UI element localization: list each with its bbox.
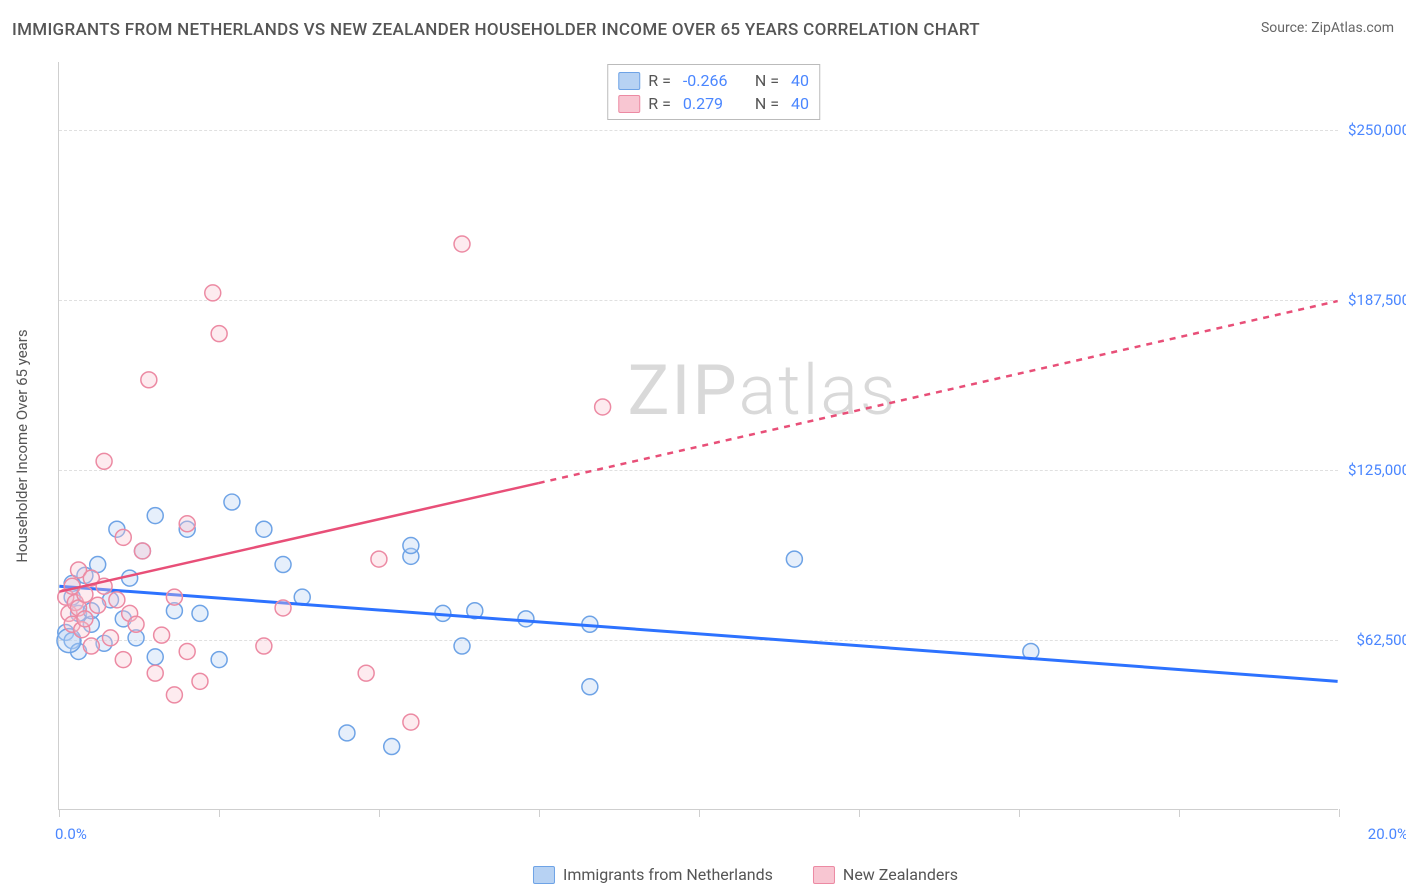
y-axis-title: Householder Income Over 65 years (13, 329, 31, 562)
data-point (166, 687, 182, 703)
stats-legend: R = -0.266 N = 40 R = 0.279 N = 40 (607, 64, 820, 120)
data-point (358, 665, 374, 681)
r-value: -0.266 (683, 71, 739, 90)
x-tick (859, 809, 860, 817)
data-point (128, 616, 144, 632)
stats-row: R = 0.279 N = 40 (618, 92, 809, 115)
data-point (275, 557, 291, 573)
legend-label: Immigrants from Netherlands (563, 865, 773, 884)
data-point (786, 551, 802, 567)
r-label: R = (648, 94, 671, 113)
data-point (224, 494, 240, 510)
data-point (141, 372, 157, 388)
data-point (109, 592, 125, 608)
plot-area: ZIPatlas 0.0% 20.0% $62,500$125,000$187,… (58, 62, 1338, 810)
data-point (339, 725, 355, 741)
data-point (256, 521, 272, 537)
x-tick (699, 809, 700, 817)
data-point (77, 611, 93, 627)
n-label: N = (755, 71, 779, 90)
data-point (582, 679, 598, 695)
chart-title: IMMIGRANTS FROM NETHERLANDS VS NEW ZEALA… (12, 20, 980, 40)
r-value: 0.279 (683, 94, 739, 113)
data-point (115, 529, 131, 545)
scatter-plot (59, 62, 1338, 809)
trend-line-dashed (539, 301, 1338, 483)
x-tick (1019, 809, 1020, 817)
data-point (454, 638, 470, 654)
data-point (403, 538, 419, 554)
y-tick-label: $62,500 (1330, 631, 1406, 649)
x-tick (219, 809, 220, 817)
trend-line (59, 586, 1337, 681)
data-point (192, 673, 208, 689)
source: Source: ZipAtlas.com (1261, 20, 1394, 36)
x-axis-min-label: 0.0% (55, 825, 87, 843)
data-point (115, 652, 131, 668)
series-legend: Immigrants from Netherlands New Zealander… (533, 865, 958, 884)
n-label: N = (755, 94, 779, 113)
data-point (256, 638, 272, 654)
data-point (166, 589, 182, 605)
x-axis-max-label: 20.0% (1368, 825, 1406, 843)
data-point (102, 630, 118, 646)
legend-item: Immigrants from Netherlands (533, 865, 773, 884)
data-point (179, 643, 195, 659)
data-point (518, 611, 534, 627)
n-value: 40 (791, 94, 809, 113)
x-tick (379, 809, 380, 817)
data-point (595, 399, 611, 415)
series-swatch (618, 72, 640, 90)
source-label: Source: (1261, 20, 1308, 36)
data-point (77, 586, 93, 602)
data-point (179, 516, 195, 532)
x-tick (1339, 809, 1340, 817)
x-tick (539, 809, 540, 817)
data-point (384, 739, 400, 755)
y-tick-label: $125,000 (1330, 461, 1406, 479)
data-point (154, 627, 170, 643)
data-point (147, 649, 163, 665)
data-point (192, 605, 208, 621)
data-point (90, 597, 106, 613)
source-link[interactable]: ZipAtlas.com (1311, 20, 1394, 36)
data-point (275, 600, 291, 616)
data-point (371, 551, 387, 567)
x-tick (1179, 809, 1180, 817)
series-swatch (618, 95, 640, 113)
data-point (211, 652, 227, 668)
data-point (83, 638, 99, 654)
n-value: 40 (791, 71, 809, 90)
data-point (96, 453, 112, 469)
x-tick (59, 809, 60, 817)
stats-row: R = -0.266 N = 40 (618, 69, 809, 92)
data-point (205, 285, 221, 301)
legend-item: New Zealanders (813, 865, 958, 884)
y-tick-label: $250,000 (1330, 121, 1406, 139)
y-tick-label: $187,500 (1330, 291, 1406, 309)
data-point (147, 665, 163, 681)
data-point (147, 508, 163, 524)
data-point (134, 543, 150, 559)
series-swatch (533, 866, 555, 884)
series-swatch (813, 866, 835, 884)
legend-label: New Zealanders (843, 865, 958, 884)
data-point (403, 714, 419, 730)
data-point (211, 326, 227, 342)
r-label: R = (648, 71, 671, 90)
data-point (454, 236, 470, 252)
